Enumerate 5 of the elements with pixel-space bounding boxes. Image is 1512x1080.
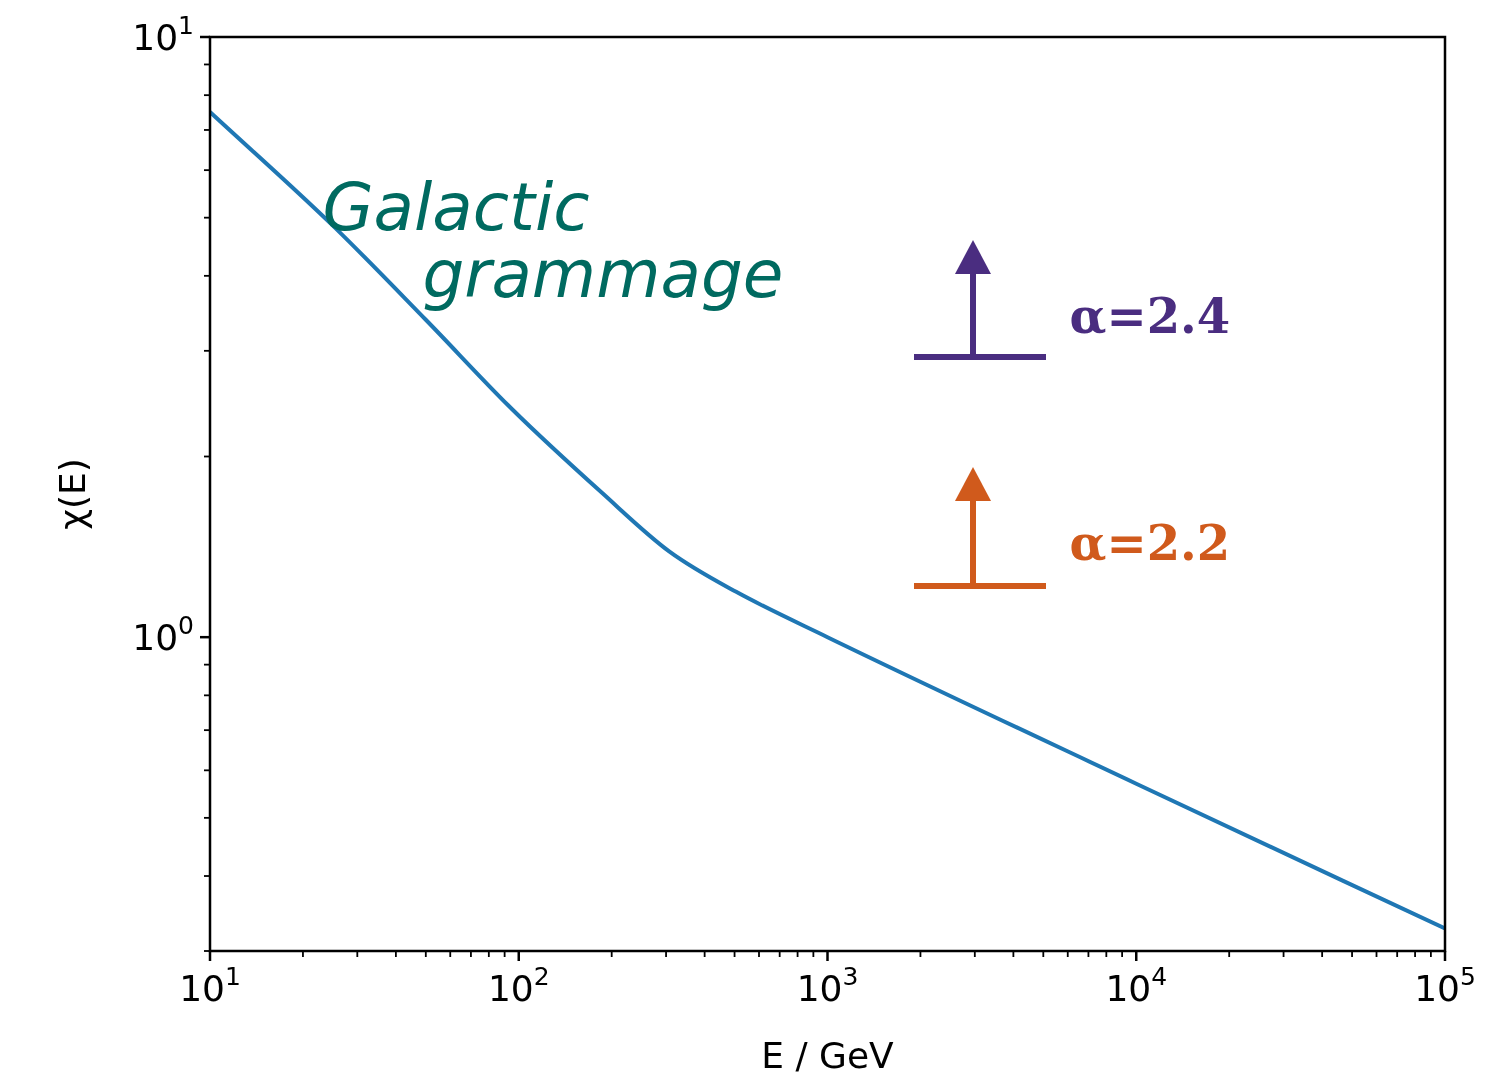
- annotation: α=2.2: [1069, 514, 1231, 571]
- annotation: α=2.4: [1069, 288, 1231, 345]
- x-axis-title: E / GeV: [761, 1035, 895, 1076]
- annotation: Galactic grammage: [322, 168, 784, 313]
- y-axis-title: χ(E): [52, 458, 93, 530]
